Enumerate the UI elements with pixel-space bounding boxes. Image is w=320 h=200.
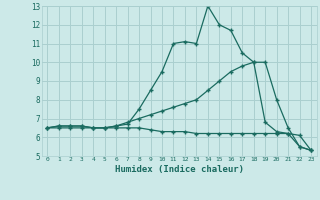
X-axis label: Humidex (Indice chaleur): Humidex (Indice chaleur) xyxy=(115,165,244,174)
